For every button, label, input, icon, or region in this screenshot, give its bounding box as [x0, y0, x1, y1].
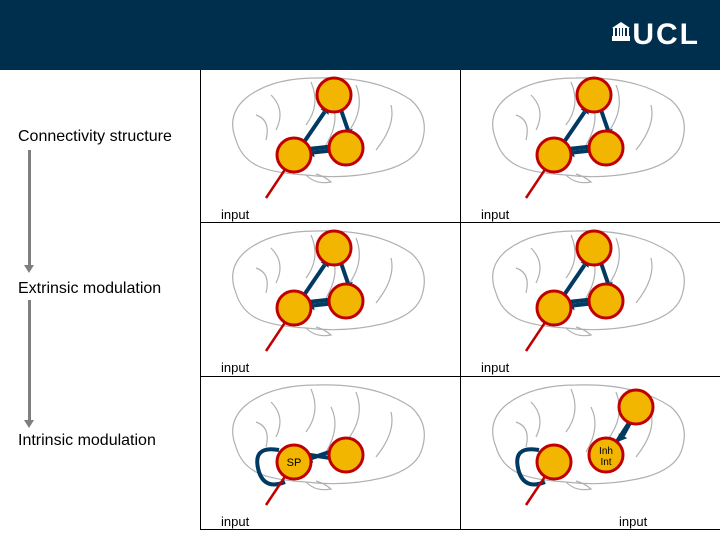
ucl-logo: UCL: [612, 18, 700, 52]
brain-diagram: [216, 70, 446, 200]
cell-2-1: InhInt input: [461, 377, 720, 530]
cell-0-0: input: [201, 70, 461, 223]
input-label: input: [221, 207, 249, 222]
input-label: input: [619, 514, 647, 529]
row-label-1: Extrinsic modulation: [18, 280, 198, 298]
input-label: input: [481, 360, 509, 375]
brain-diagram: InhInt: [476, 377, 706, 507]
brain-diagram: [476, 223, 706, 353]
input-label: input: [221, 514, 249, 529]
cell-2-0: SP input: [201, 377, 461, 530]
flow-bar-1: [28, 150, 31, 265]
svg-text:SP: SP: [286, 457, 301, 469]
brain-diagram: [476, 70, 706, 200]
svg-text:Int: Int: [600, 457, 611, 468]
input-label: input: [221, 360, 249, 375]
flow-bar-2: [28, 300, 31, 420]
row-label-2: Intrinsic modulation: [18, 432, 198, 450]
row-label-0: Connectivity structure: [18, 128, 198, 146]
input-label: input: [481, 207, 509, 222]
diagram-grid: input input input: [200, 70, 720, 530]
brain-diagram: SP: [216, 377, 446, 507]
cell-1-1: input: [461, 223, 720, 376]
flow-arrow-1: [24, 265, 34, 273]
cell-0-1: input: [461, 70, 720, 223]
logo-text: UCL: [632, 18, 700, 52]
brain-diagram: [216, 223, 446, 353]
temple-icon: [612, 22, 630, 47]
header-bar: UCL: [0, 0, 720, 70]
svg-text:Inh: Inh: [599, 446, 613, 457]
flow-arrow-2: [24, 420, 34, 428]
cell-1-0: input: [201, 223, 461, 376]
